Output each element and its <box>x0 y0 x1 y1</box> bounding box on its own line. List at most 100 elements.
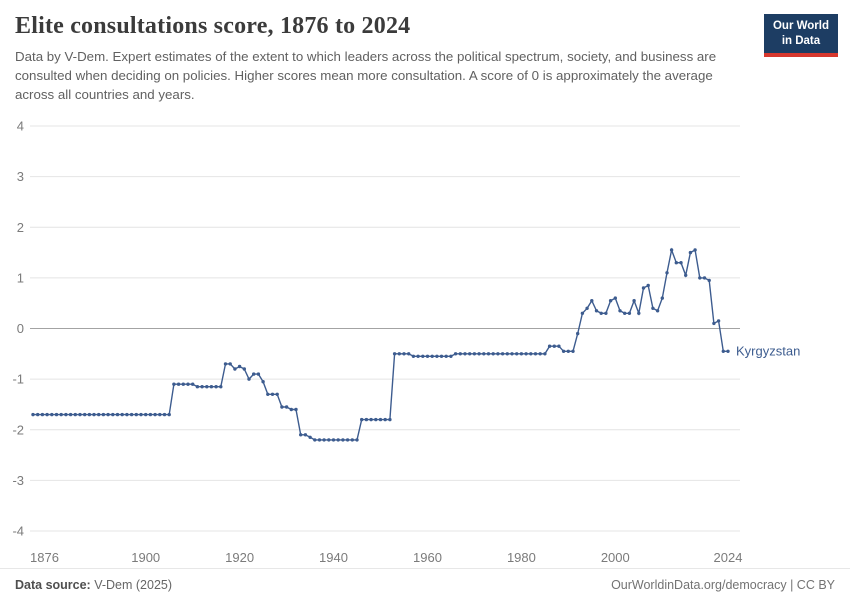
data-point[interactable] <box>78 412 82 417</box>
data-point[interactable] <box>496 352 500 356</box>
data-point[interactable] <box>360 417 364 422</box>
data-point[interactable] <box>599 311 603 315</box>
data-point[interactable] <box>430 354 434 358</box>
data-point[interactable] <box>416 354 420 358</box>
data-point[interactable] <box>322 438 326 442</box>
entity-label-kyrgyzstan[interactable]: Kyrgyzstan <box>736 343 800 358</box>
data-point[interactable] <box>106 412 110 417</box>
data-point[interactable] <box>50 412 54 417</box>
data-point[interactable] <box>186 382 190 386</box>
data-point[interactable] <box>660 296 664 300</box>
data-point[interactable] <box>421 354 425 358</box>
data-point[interactable] <box>693 248 697 252</box>
data-point[interactable] <box>214 385 218 389</box>
data-point[interactable] <box>500 352 505 356</box>
data-point[interactable] <box>205 385 209 389</box>
data-point[interactable] <box>345 438 350 442</box>
data-point[interactable] <box>331 438 336 442</box>
data-point[interactable] <box>702 276 707 280</box>
data-point[interactable] <box>233 367 237 371</box>
owid-url-link[interactable]: OurWorldinData.org/democracy <box>611 577 787 592</box>
data-point[interactable] <box>566 349 570 353</box>
data-point[interactable] <box>378 417 383 422</box>
data-point[interactable] <box>374 417 378 422</box>
data-point[interactable] <box>237 364 242 369</box>
data-point[interactable] <box>125 412 129 417</box>
data-point[interactable] <box>167 412 171 417</box>
data-point[interactable] <box>505 352 509 356</box>
data-point[interactable] <box>655 309 660 313</box>
data-point[interactable] <box>97 412 101 417</box>
data-point[interactable] <box>87 412 92 417</box>
data-point[interactable] <box>510 352 514 356</box>
data-point[interactable] <box>716 319 721 323</box>
data-point[interactable] <box>252 372 256 376</box>
data-point[interactable] <box>646 283 650 288</box>
data-point[interactable] <box>665 271 669 275</box>
data-point[interactable] <box>453 352 458 356</box>
data-point[interactable] <box>392 352 397 356</box>
data-point[interactable] <box>402 352 406 356</box>
data-point[interactable] <box>195 385 200 389</box>
data-point[interactable] <box>613 296 617 300</box>
data-point[interactable] <box>350 438 354 442</box>
data-point[interactable] <box>632 299 636 303</box>
data-point[interactable] <box>280 405 284 409</box>
data-point[interactable] <box>148 412 153 417</box>
data-point[interactable] <box>698 276 702 280</box>
data-point[interactable] <box>519 352 524 356</box>
data-point[interactable] <box>688 250 693 255</box>
data-point[interactable] <box>669 248 674 252</box>
data-point[interactable] <box>486 352 491 356</box>
data-point[interactable] <box>266 392 270 396</box>
data-point[interactable] <box>158 412 162 417</box>
data-point[interactable] <box>303 433 308 437</box>
data-point[interactable] <box>115 412 120 417</box>
data-point[interactable] <box>120 412 124 417</box>
data-point[interactable] <box>439 354 444 358</box>
data-point[interactable] <box>463 352 467 356</box>
data-point[interactable] <box>580 311 585 315</box>
data-point[interactable] <box>200 385 204 389</box>
data-point[interactable] <box>411 354 416 358</box>
line-chart-svg[interactable]: 4 3 2 1 0 -1 -2 -3 -4 1876 1900 1920 1940 1960 1980 200… <box>0 106 850 568</box>
data-point[interactable] <box>144 412 148 417</box>
data-point[interactable] <box>425 354 430 358</box>
data-point[interactable] <box>36 412 40 417</box>
data-point[interactable] <box>68 412 73 417</box>
data-point[interactable] <box>571 349 575 353</box>
data-point[interactable] <box>594 309 599 313</box>
data-point[interactable] <box>623 311 627 315</box>
data-point[interactable] <box>364 417 369 422</box>
data-point[interactable] <box>458 352 462 356</box>
data-point[interactable] <box>54 412 59 417</box>
data-point[interactable] <box>590 299 594 303</box>
data-point[interactable] <box>608 299 613 303</box>
data-point[interactable] <box>491 352 495 356</box>
data-point[interactable] <box>397 352 401 356</box>
data-point[interactable] <box>219 385 223 389</box>
data-point[interactable] <box>472 352 477 356</box>
data-point[interactable] <box>449 354 453 358</box>
data-point[interactable] <box>538 352 542 356</box>
data-point[interactable] <box>707 278 711 283</box>
data-point[interactable] <box>336 438 340 442</box>
data-point[interactable] <box>604 311 608 315</box>
data-point[interactable] <box>228 362 232 366</box>
data-point[interactable] <box>369 417 373 422</box>
data-point[interactable] <box>547 344 552 348</box>
data-point[interactable] <box>468 352 472 356</box>
data-point[interactable] <box>242 367 246 371</box>
data-point[interactable] <box>637 311 641 315</box>
data-point[interactable] <box>209 385 214 389</box>
data-point[interactable] <box>627 311 632 315</box>
data-point[interactable] <box>73 412 78 417</box>
data-point[interactable] <box>444 354 448 358</box>
data-point[interactable] <box>31 412 35 417</box>
data-point[interactable] <box>383 417 387 422</box>
data-point[interactable] <box>223 362 228 366</box>
data-point[interactable] <box>477 352 481 356</box>
data-point[interactable] <box>585 306 589 310</box>
data-point[interactable] <box>191 382 195 386</box>
data-point[interactable] <box>275 392 279 396</box>
